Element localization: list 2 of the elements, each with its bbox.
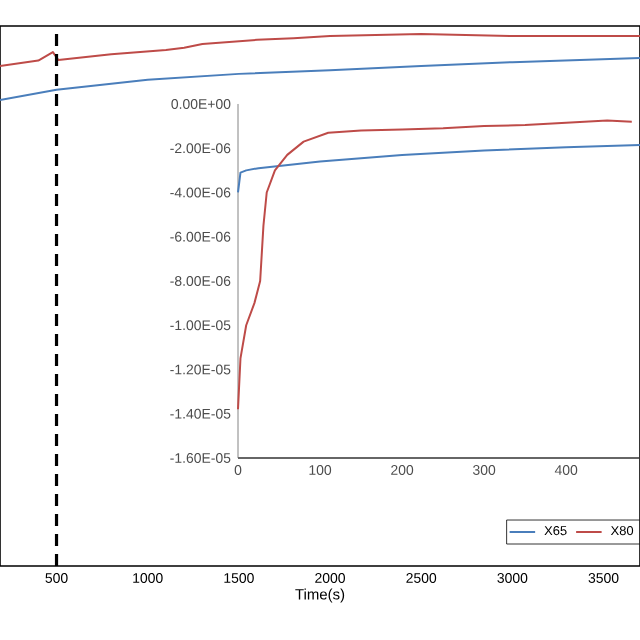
line-series: [237, 119, 633, 411]
line-series: [237, 143, 640, 194]
